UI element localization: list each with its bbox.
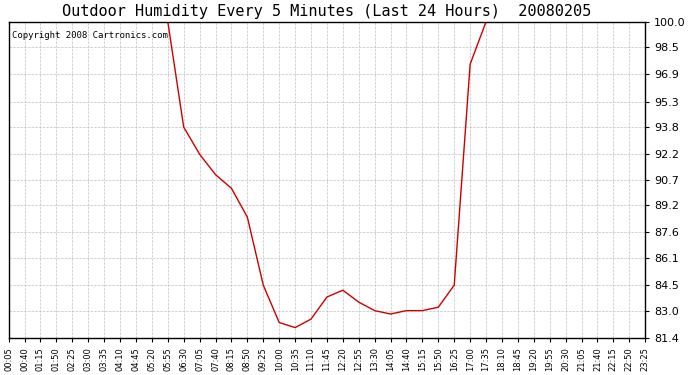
Text: Copyright 2008 Cartronics.com: Copyright 2008 Cartronics.com <box>12 31 168 40</box>
Title: Outdoor Humidity Every 5 Minutes (Last 24 Hours)  20080205: Outdoor Humidity Every 5 Minutes (Last 2… <box>62 4 591 19</box>
